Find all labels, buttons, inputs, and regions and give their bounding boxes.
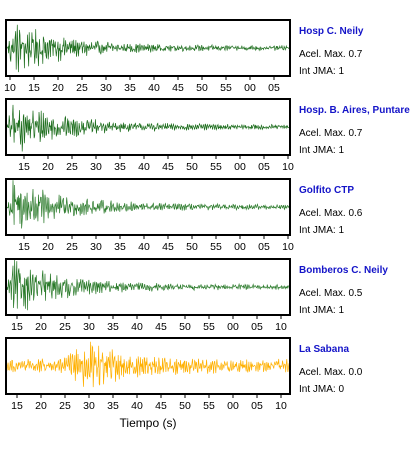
jma-intensity-label: Int JMA: 1 xyxy=(299,225,344,236)
tick-label: 25 xyxy=(66,161,78,173)
tick-label: 00 xyxy=(234,241,246,253)
tick-label: 55 xyxy=(203,400,215,412)
jma-intensity-label: Int JMA: 0 xyxy=(299,384,344,395)
tick-label: 10 xyxy=(282,161,294,173)
panel-4: 15 20 25 30 35 40 45 50 55 00 05 10 Bomberos C. Neil… xyxy=(5,258,388,333)
waveform-trace-4 xyxy=(6,259,290,311)
tick-label: 10 xyxy=(4,82,16,94)
tick-label: 25 xyxy=(76,82,88,94)
tick-label: 30 xyxy=(83,400,95,412)
max-acceleration-label: Acel. Max. 0.6 xyxy=(299,208,363,219)
tick-label: 35 xyxy=(107,400,119,412)
max-acceleration-label: Acel. Max. 0.7 xyxy=(299,128,363,139)
tick-label: 45 xyxy=(155,400,167,412)
tick-label: 15 xyxy=(28,82,40,94)
panel-frame-1 xyxy=(5,19,291,77)
tick-label: 40 xyxy=(148,82,160,94)
panel-3: 15 20 25 30 35 40 45 50 55 00 05 10 Golfito CTP Acel.… xyxy=(5,178,363,253)
tick-label: 25 xyxy=(59,321,71,333)
tick-label: 40 xyxy=(138,241,150,253)
station-name: Golfito CTP xyxy=(299,185,354,196)
tick-label: 35 xyxy=(114,241,126,253)
tick-label: 30 xyxy=(100,82,112,94)
jma-intensity-label: Int JMA: 1 xyxy=(299,145,344,156)
panel-frame-4 xyxy=(5,258,291,316)
tick-label: 15 xyxy=(11,321,23,333)
tick-label: 45 xyxy=(155,321,167,333)
tick-label: 45 xyxy=(162,161,174,173)
tick-label: 10 xyxy=(275,321,287,333)
tick-label: 50 xyxy=(196,82,208,94)
tick-label: 35 xyxy=(114,161,126,173)
panels-group: 10 15 20 25 30 35 40 45 50 55 00 05 Hosp C. Neily Ace… xyxy=(4,19,410,412)
waveform-trace-2 xyxy=(6,104,290,152)
tick-label: 35 xyxy=(107,321,119,333)
tick-label: 00 xyxy=(227,400,239,412)
tick-label: 30 xyxy=(90,161,102,173)
tick-label: 20 xyxy=(42,241,54,253)
max-acceleration-label: Acel. Max. 0.0 xyxy=(299,367,363,378)
tick-label: 25 xyxy=(59,400,71,412)
x-axis-title: Tiempo (s) xyxy=(120,416,177,430)
tick-label: 40 xyxy=(138,161,150,173)
tick-label: 10 xyxy=(275,400,287,412)
tick-label: 50 xyxy=(179,321,191,333)
panel-2: 15 20 25 30 35 40 45 50 55 00 05 10 Hosp. B. Aires, … xyxy=(5,98,410,173)
waveform-trace-5 xyxy=(6,341,290,388)
tick-label: 45 xyxy=(172,82,184,94)
tick-label: 50 xyxy=(186,161,198,173)
tick-label: 05 xyxy=(268,82,280,94)
tick-label: 00 xyxy=(227,321,239,333)
tick-label: 40 xyxy=(131,321,143,333)
tick-label: 20 xyxy=(52,82,64,94)
jma-intensity-label: Int JMA: 1 xyxy=(299,305,344,316)
tick-label: 25 xyxy=(66,241,78,253)
tick-label: 20 xyxy=(42,161,54,173)
tick-label: 15 xyxy=(11,400,23,412)
tick-label: 20 xyxy=(35,400,47,412)
panel-1: 10 15 20 25 30 35 40 45 50 55 00 05 Hosp C. Neily Ace… xyxy=(4,19,364,94)
tick-label: 05 xyxy=(251,321,263,333)
tick-label: 55 xyxy=(203,321,215,333)
station-name: Bomberos C. Neily xyxy=(299,265,388,276)
tick-label: 15 xyxy=(18,241,30,253)
tick-label: 05 xyxy=(258,161,270,173)
tick-label: 15 xyxy=(18,161,30,173)
max-acceleration-label: Acel. Max. 0.5 xyxy=(299,288,363,299)
tick-label: 05 xyxy=(258,241,270,253)
max-acceleration-label: Acel. Max. 0.7 xyxy=(299,49,363,60)
station-name: Hosp C. Neily xyxy=(299,26,364,37)
panel-frame-3 xyxy=(5,178,291,236)
panel-frame-5 xyxy=(5,337,291,395)
station-name: La Sabana xyxy=(299,344,349,355)
tick-label: 10 xyxy=(282,241,294,253)
tick-label: 20 xyxy=(35,321,47,333)
waveform-trace-3 xyxy=(6,180,290,229)
station-name: Hosp. B. Aires, Puntare xyxy=(299,105,410,116)
tick-label: 50 xyxy=(179,400,191,412)
panel-frame-2 xyxy=(5,98,291,156)
tick-label: 30 xyxy=(90,241,102,253)
tick-label: 35 xyxy=(124,82,136,94)
waveform-trace-1 xyxy=(6,24,290,73)
tick-label: 55 xyxy=(220,82,232,94)
tick-label: 00 xyxy=(234,161,246,173)
tick-label: 55 xyxy=(210,161,222,173)
tick-label: 05 xyxy=(251,400,263,412)
panel-5: 15 20 25 30 35 40 45 50 55 00 05 10 La Sabana Acel. M… xyxy=(5,337,363,412)
jma-intensity-label: Int JMA: 1 xyxy=(299,66,344,77)
tick-label: 30 xyxy=(83,321,95,333)
tick-label: 45 xyxy=(162,241,174,253)
tick-label: 50 xyxy=(186,241,198,253)
tick-label: 55 xyxy=(210,241,222,253)
tick-label: 40 xyxy=(131,400,143,412)
tick-label: 00 xyxy=(244,82,256,94)
